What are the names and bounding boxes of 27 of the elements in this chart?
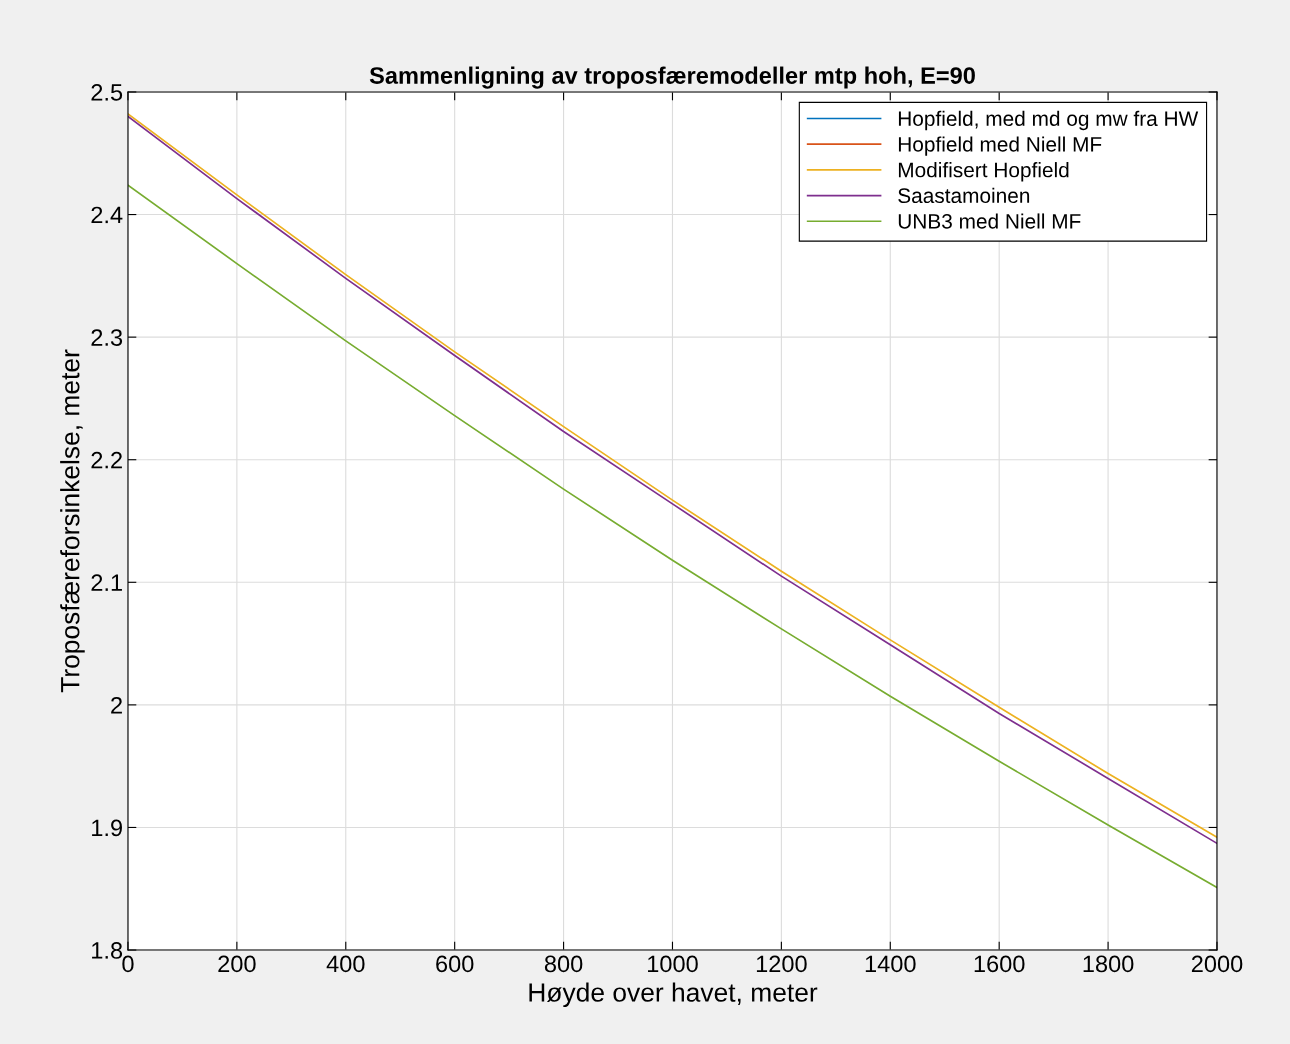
x-tick-label: 800 <box>544 955 583 973</box>
chart-title: Sammenligning av troposfæremodeller mtp hoh, E=90 <box>369 66 975 89</box>
x-tick-label: 1800 <box>1083 955 1134 973</box>
y-tick-label: 2.2 <box>91 451 122 469</box>
legend-label: UNB3 med Niell MF <box>898 213 1081 229</box>
y-tick-label: 2.5 <box>91 84 123 101</box>
x-tick-label: 600 <box>436 955 474 973</box>
x-tick-label: 200 <box>218 955 256 973</box>
x-tick-label: 2000 <box>1191 955 1243 973</box>
y-tick-label: 1.9 <box>92 819 122 837</box>
y-tick-label: 2.3 <box>91 329 123 346</box>
y-axis-title: Troposfæreforsinkelse, meter <box>60 349 85 693</box>
x-tick-label: 1200 <box>756 955 807 973</box>
x-tick-label: 1600 <box>974 955 1025 973</box>
y-tick-label: 2.1 <box>91 574 122 591</box>
y-tick-label: 2.4 <box>91 206 123 224</box>
y-tick-label: 1.8 <box>92 942 123 959</box>
x-tick-label: 0 <box>122 955 134 973</box>
x-axis-title: Høyde over havet, meter <box>529 982 818 1008</box>
y-tick-label: 2 <box>111 696 122 714</box>
legend-label: Modifisert Hopfield <box>898 162 1069 182</box>
legend-label: Hopfield, med md og mw fra HW <box>898 110 1199 131</box>
x-tick-label: 1400 <box>865 955 916 973</box>
legend-label: Hopfield med Niell MF <box>898 136 1102 156</box>
x-tick-label: 400 <box>326 955 365 973</box>
legend-label: Saastamoinen <box>898 187 1030 204</box>
x-tick-label: 1000 <box>648 955 698 973</box>
